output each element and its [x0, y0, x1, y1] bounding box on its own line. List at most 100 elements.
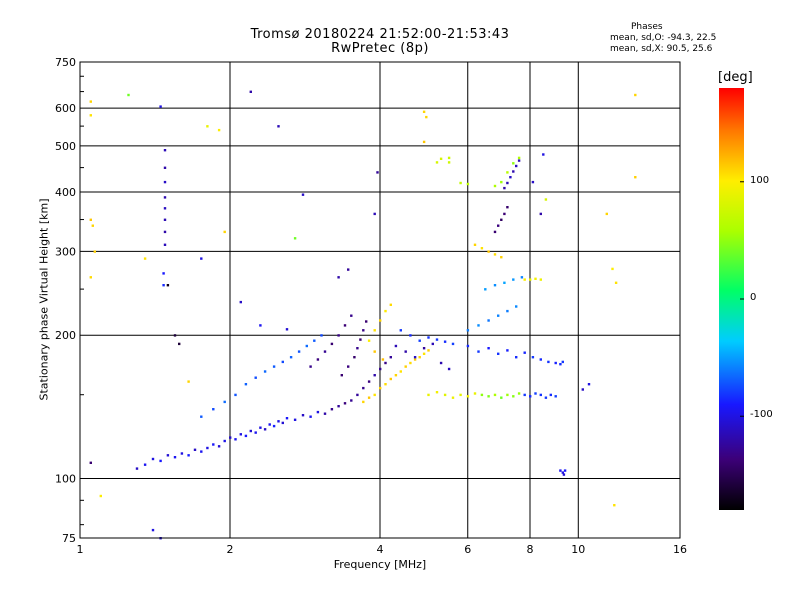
- data-point: [163, 180, 167, 184]
- data-point: [277, 125, 280, 128]
- data-point: [151, 528, 155, 532]
- data-point: [544, 198, 548, 201]
- data-point: [89, 218, 92, 221]
- data-point: [127, 93, 130, 97]
- data-point: [539, 393, 542, 397]
- data-point: [493, 253, 497, 256]
- data-point: [356, 347, 359, 350]
- data-point: [340, 374, 343, 377]
- phase-stats-o-mode: mean, sd,O: -94.3, 22.5: [610, 33, 717, 43]
- data-point: [239, 433, 242, 436]
- data-point: [263, 370, 267, 373]
- colorbar-tick-label: -100: [750, 409, 773, 421]
- data-point: [143, 463, 147, 466]
- data-point: [547, 360, 550, 364]
- data-point: [439, 157, 443, 160]
- data-point: [151, 457, 155, 461]
- data-point: [353, 356, 356, 359]
- data-point: [418, 356, 421, 359]
- data-point: [163, 218, 167, 221]
- data-point: [234, 438, 237, 441]
- data-point: [473, 392, 477, 395]
- data-point: [394, 344, 398, 348]
- data-point: [381, 358, 385, 361]
- data-point: [309, 365, 312, 368]
- data-point: [206, 125, 209, 128]
- data-point: [531, 180, 535, 184]
- data-point: [254, 376, 257, 379]
- data-point: [497, 224, 500, 227]
- y-tick-label: 750: [55, 56, 76, 69]
- data-point: [473, 243, 477, 246]
- data-point: [422, 352, 426, 355]
- data-point: [305, 344, 308, 348]
- data-point: [178, 342, 181, 346]
- data-point: [373, 374, 376, 377]
- data-point: [614, 281, 618, 284]
- data-point: [487, 319, 490, 322]
- data-point: [244, 434, 248, 438]
- data-point: [373, 329, 376, 332]
- y-axis-label: Stationary phase Virtual Height [km]: [37, 198, 51, 401]
- data-point: [89, 276, 92, 279]
- data-point: [212, 443, 215, 446]
- x-tick-label: 6: [464, 543, 472, 556]
- data-point: [200, 450, 203, 453]
- data-point: [239, 300, 242, 304]
- data-point: [634, 93, 637, 97]
- data-point: [234, 393, 237, 397]
- data-point: [384, 309, 387, 313]
- data-point: [427, 336, 430, 339]
- data-point: [493, 284, 497, 287]
- data-point: [347, 365, 350, 368]
- plot-frame: [79, 61, 681, 539]
- data-point: [297, 350, 301, 353]
- data-point: [512, 162, 515, 165]
- data-point: [493, 393, 497, 397]
- data-point: [559, 469, 562, 472]
- data-point: [503, 212, 506, 216]
- data-point: [93, 250, 96, 253]
- data-point: [249, 90, 252, 93]
- y-tick-label: 100: [55, 473, 76, 486]
- data-point: [443, 393, 447, 397]
- x-tick-label: 8: [526, 543, 534, 556]
- data-point: [466, 344, 470, 348]
- data-point: [268, 423, 271, 426]
- data-point: [422, 140, 426, 144]
- data-point: [447, 367, 451, 371]
- data-point: [431, 342, 434, 346]
- data-point: [427, 349, 430, 352]
- data-point: [493, 184, 497, 188]
- data-point: [163, 166, 167, 169]
- data-point: [272, 424, 276, 428]
- x-tick-label: 16: [673, 543, 687, 556]
- data-point: [337, 276, 340, 279]
- data-point: [506, 181, 509, 185]
- data-point: [212, 408, 215, 411]
- data-point: [229, 436, 232, 439]
- x-tick-label: 1: [76, 543, 84, 556]
- data-point: [477, 350, 480, 353]
- data-point: [506, 349, 509, 352]
- data-point: [367, 396, 371, 399]
- data-point: [497, 352, 500, 355]
- data-point: [337, 334, 340, 337]
- data-point: [163, 149, 167, 152]
- data-point: [320, 334, 323, 337]
- data-point: [223, 400, 226, 404]
- data-point: [200, 415, 203, 418]
- data-point: [512, 395, 515, 398]
- data-point: [301, 193, 305, 196]
- data-point: [217, 128, 221, 132]
- x-axis-label: Frequency [MHz]: [333, 558, 427, 571]
- data-point: [277, 420, 280, 423]
- data-point: [409, 334, 412, 337]
- data-point: [554, 395, 557, 398]
- data-point: [89, 461, 92, 464]
- data-point: [343, 324, 347, 327]
- data-point: [435, 161, 439, 164]
- data-point: [362, 329, 365, 332]
- data-point: [549, 393, 552, 397]
- data-point: [389, 377, 392, 381]
